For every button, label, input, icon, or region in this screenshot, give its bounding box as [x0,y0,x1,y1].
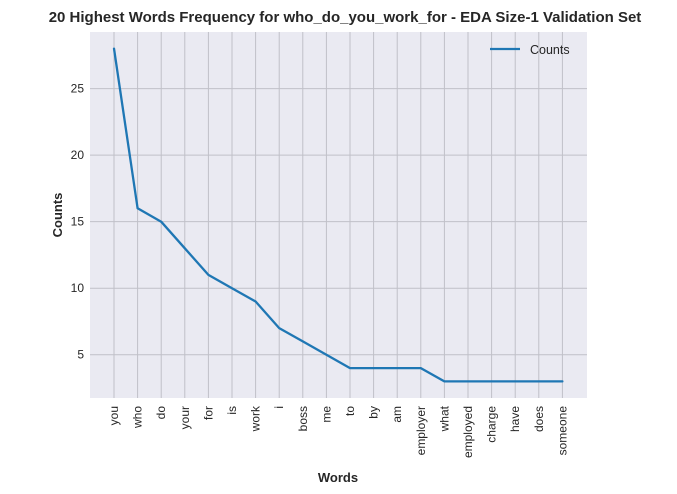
x-tick-label: employed [461,406,475,458]
x-tick-label: what [437,405,451,432]
y-tick-label: 5 [77,348,84,362]
x-tick-label: is [225,406,239,415]
x-tick-label: have [508,406,522,432]
x-tick-label: work [249,405,263,432]
x-tick-label: employer [414,406,428,455]
x-axis-label: Words [318,470,358,485]
series-line-counts [112,47,564,383]
x-tick-label: your [178,406,192,429]
x-tick-label: do [154,406,168,420]
y-tick-label: 15 [71,215,85,229]
series-layer [112,47,564,383]
x-tick-label: me [319,406,333,423]
x-tick-label: charge [485,406,499,443]
y-tick-labels: 5 10 15 20 25 [71,82,85,362]
x-tick-label: for [201,406,215,420]
y-tick-label: 25 [71,82,85,96]
y-tick-label: 20 [71,148,85,162]
x-tick-label: i [272,406,286,409]
x-tick-label: am [390,406,404,423]
legend: Counts [490,43,570,57]
x-tick-label: you [107,406,121,425]
grid-lines [90,32,587,398]
x-tick-label: who [131,406,145,429]
y-tick-label: 10 [71,281,85,295]
x-tick-label: does [532,406,546,432]
x-tick-label: to [343,406,357,416]
x-tick-label: boss [296,406,310,431]
plot-area [90,32,587,398]
y-axis-label: Counts [50,193,65,238]
x-tick-label: by [367,406,381,419]
x-tick-labels: you who do your for is work i boss me to by am employ… [107,405,569,458]
chart-title: 20 Highest Words Frequency for who_do_yo… [49,9,642,26]
x-tick-label: someone [555,406,569,456]
legend-label-counts: Counts [530,43,570,57]
